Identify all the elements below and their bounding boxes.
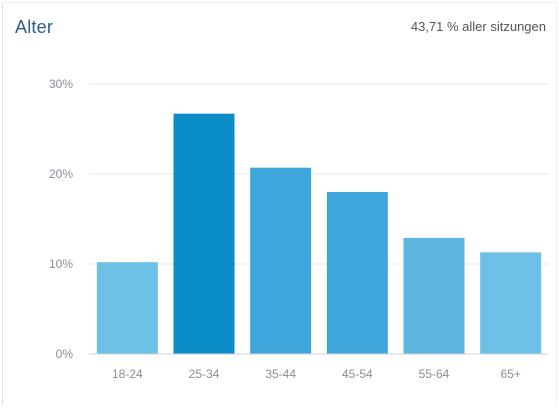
x-tick-label: 65+ — [500, 367, 520, 381]
bar-35-44[interactable] — [250, 167, 312, 354]
sessions-share-label: 43,71 % aller sitzungen — [410, 19, 546, 34]
grid-lines — [89, 83, 549, 355]
x-axis: 18-24 25-34 35-44 45-54 55-64 65+ — [89, 353, 549, 381]
x-tick-label: 55-64 — [419, 367, 450, 381]
y-tick-label: 10% — [49, 257, 73, 271]
age-bar-chart: 0% 10% 20% 30% 18-24 25-34 35-44 45-54 55-64 65+ — [49, 77, 549, 381]
age-chart-card: Alter 43,71 % aller sitzungen 0% 10% 20% 30… — [2, 2, 557, 405]
y-axis: 0% 10% 20% 30% — [49, 77, 73, 361]
bar-65+[interactable] — [480, 252, 542, 354]
bar-25-34[interactable] — [173, 113, 235, 354]
y-tick-label: 20% — [49, 167, 73, 181]
y-tick-label: 0% — [56, 347, 74, 361]
bar-55-64[interactable] — [403, 237, 465, 354]
bar-45-54[interactable] — [326, 192, 388, 354]
bar-18-24[interactable] — [96, 262, 158, 354]
x-tick-label: 45-54 — [342, 367, 373, 381]
x-tick-label: 35-44 — [265, 367, 296, 381]
x-tick-label: 18-24 — [112, 367, 143, 381]
chart-title: Alter — [15, 17, 54, 37]
x-tick-label: 25-34 — [189, 367, 220, 381]
bars — [96, 113, 542, 354]
y-tick-label: 30% — [49, 77, 73, 91]
